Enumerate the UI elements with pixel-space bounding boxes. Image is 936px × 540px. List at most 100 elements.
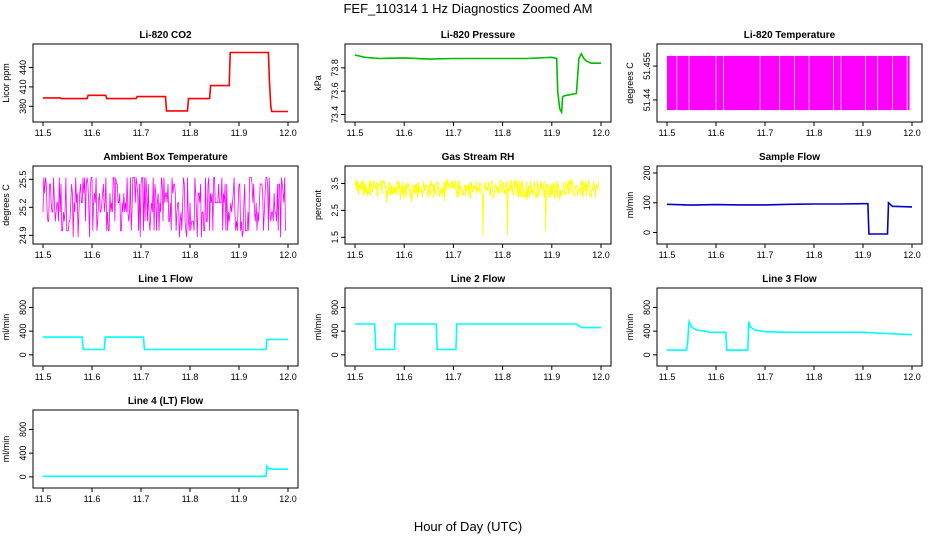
series-line xyxy=(43,51,288,113)
panel-title: Ambient Box Temperature xyxy=(103,152,228,163)
figure-xlabel: Hour of Day (UTC) xyxy=(414,519,522,534)
x-tick-label: 11.6 xyxy=(708,250,725,260)
series-group xyxy=(355,323,601,351)
y-tick-label: 73.6 xyxy=(330,82,340,100)
y-tick-label: 400 xyxy=(330,324,340,339)
y-axis-label: ml/min xyxy=(625,192,635,219)
x-tick-label: 11.6 xyxy=(396,128,413,138)
x-tick-label: 11.9 xyxy=(855,372,872,382)
y-axis-label: kPa xyxy=(313,75,323,91)
y-axis-label: degrees C xyxy=(1,184,11,226)
y-tick-label: 440 xyxy=(18,60,28,75)
y-tick-label: 51.44 xyxy=(642,89,652,112)
x-tick-label: 11.7 xyxy=(757,128,774,138)
x-tick-label: 11.9 xyxy=(231,494,248,504)
x-tick-label: 11.9 xyxy=(231,128,248,138)
y-axis-label: percent xyxy=(313,189,323,220)
series-group xyxy=(667,318,913,351)
panel-3: Li-820 Temperature degrees C 11.5 11.6 11.7 1… xyxy=(625,30,923,138)
x-tick-label: 12.0 xyxy=(279,372,297,382)
x-tick-label: 11.7 xyxy=(133,372,150,382)
panel-title: Li-820 CO2 xyxy=(139,30,192,41)
series-line xyxy=(355,323,601,351)
series-group xyxy=(667,55,910,111)
y-tick-label: 400 xyxy=(18,324,28,339)
x-tick-label: 11.5 xyxy=(659,250,676,260)
x-tick-label: 11.7 xyxy=(445,128,462,138)
x-tick-label: 11.5 xyxy=(35,128,52,138)
y-axis-label: Licor ppm xyxy=(1,63,11,103)
panel-2: Li-820 Pressure kPa 11.5 11.6 11.7 11.8 11.9 12… xyxy=(313,30,612,138)
y-axis-label: ml/min xyxy=(1,436,11,463)
x-tick-label: 12.0 xyxy=(592,372,610,382)
x-tick-label: 11.8 xyxy=(494,128,511,138)
x-tick-label: 11.9 xyxy=(231,372,248,382)
y-tick-label: 0 xyxy=(18,352,28,357)
panel-title: Line 1 Flow xyxy=(138,274,193,285)
x-tick-label: 11.8 xyxy=(182,250,199,260)
x-tick-label: 11.9 xyxy=(543,372,560,382)
y-tick-label: 51.455 xyxy=(642,52,652,80)
panel-7: Line 1 Flow ml/min 11.5 11.6 11.7 11.8 11.9 12.… xyxy=(1,274,299,382)
x-tick-label: 11.5 xyxy=(347,250,364,260)
y-axis-label: ml/min xyxy=(625,314,635,341)
y-tick-label: 800 xyxy=(642,300,652,315)
x-tick-label: 11.9 xyxy=(855,128,872,138)
x-tick-label: 12.0 xyxy=(903,128,921,138)
x-tick-label: 11.7 xyxy=(133,494,150,504)
x-tick-label: 11.5 xyxy=(659,128,676,138)
x-tick-label: 12.0 xyxy=(279,250,297,260)
series-band xyxy=(667,55,910,111)
x-tick-label: 11.7 xyxy=(757,372,774,382)
plot-frame xyxy=(344,43,612,123)
x-tick-label: 11.7 xyxy=(445,372,462,382)
x-tick-label: 11.9 xyxy=(855,250,872,260)
y-axis-label: ml/min xyxy=(1,314,11,341)
panel-9: Line 3 Flow ml/min 11.5 11.6 11.7 11.8 11.9 12.… xyxy=(625,274,923,382)
plot-frame xyxy=(32,165,299,245)
x-tick-label: 11.8 xyxy=(494,250,511,260)
x-tick-label: 11.5 xyxy=(659,372,676,382)
plot-frame xyxy=(344,165,612,245)
y-tick-label: 0 xyxy=(642,352,652,357)
plot-frame xyxy=(656,165,923,245)
panel-8: Line 2 Flow ml/min 11.5 11.6 11.7 11.8 11.9 12.… xyxy=(313,274,612,382)
x-tick-label: 11.9 xyxy=(543,128,560,138)
panel-title: Li-820 Pressure xyxy=(441,30,516,41)
series-line xyxy=(43,336,288,351)
y-tick-label: 800 xyxy=(18,422,28,437)
series-group xyxy=(43,463,288,478)
plot-frame xyxy=(656,287,923,367)
series-group xyxy=(354,178,599,237)
panel-5: Gas Stream RH percent 11.5 11.6 11.7 11.8 11.9… xyxy=(313,152,612,260)
panel-title: Gas Stream RH xyxy=(442,152,515,163)
y-axis-label: ml/min xyxy=(313,314,323,341)
y-tick-label: 73.4 xyxy=(330,106,340,124)
series-line xyxy=(354,178,599,237)
y-tick-label: 25.5 xyxy=(18,171,28,189)
plot-frame xyxy=(656,43,923,123)
series-group xyxy=(43,336,288,351)
y-tick-label: 24.9 xyxy=(18,227,28,245)
series-line xyxy=(667,318,913,351)
x-tick-label: 11.7 xyxy=(133,128,150,138)
x-tick-label: 11.8 xyxy=(494,372,511,382)
x-tick-label: 11.7 xyxy=(133,250,150,260)
x-tick-label: 11.8 xyxy=(182,372,199,382)
y-axis-label: degrees C xyxy=(625,62,635,104)
panel-title: Li-820 Temperature xyxy=(744,30,836,41)
y-tick-label: 400 xyxy=(18,446,28,461)
panel-title: Sample Flow xyxy=(759,152,820,163)
x-tick-label: 11.6 xyxy=(396,250,413,260)
x-tick-label: 11.8 xyxy=(806,372,823,382)
plot-frame xyxy=(32,409,299,489)
y-tick-label: 25.2 xyxy=(18,199,28,217)
series-line xyxy=(666,201,913,235)
panel-title: Line 3 Flow xyxy=(762,274,817,285)
x-tick-label: 11.6 xyxy=(708,128,725,138)
y-tick-label: 73.8 xyxy=(330,59,340,77)
x-tick-label: 11.6 xyxy=(396,372,413,382)
series-group xyxy=(666,201,913,235)
x-tick-label: 12.0 xyxy=(279,128,297,138)
